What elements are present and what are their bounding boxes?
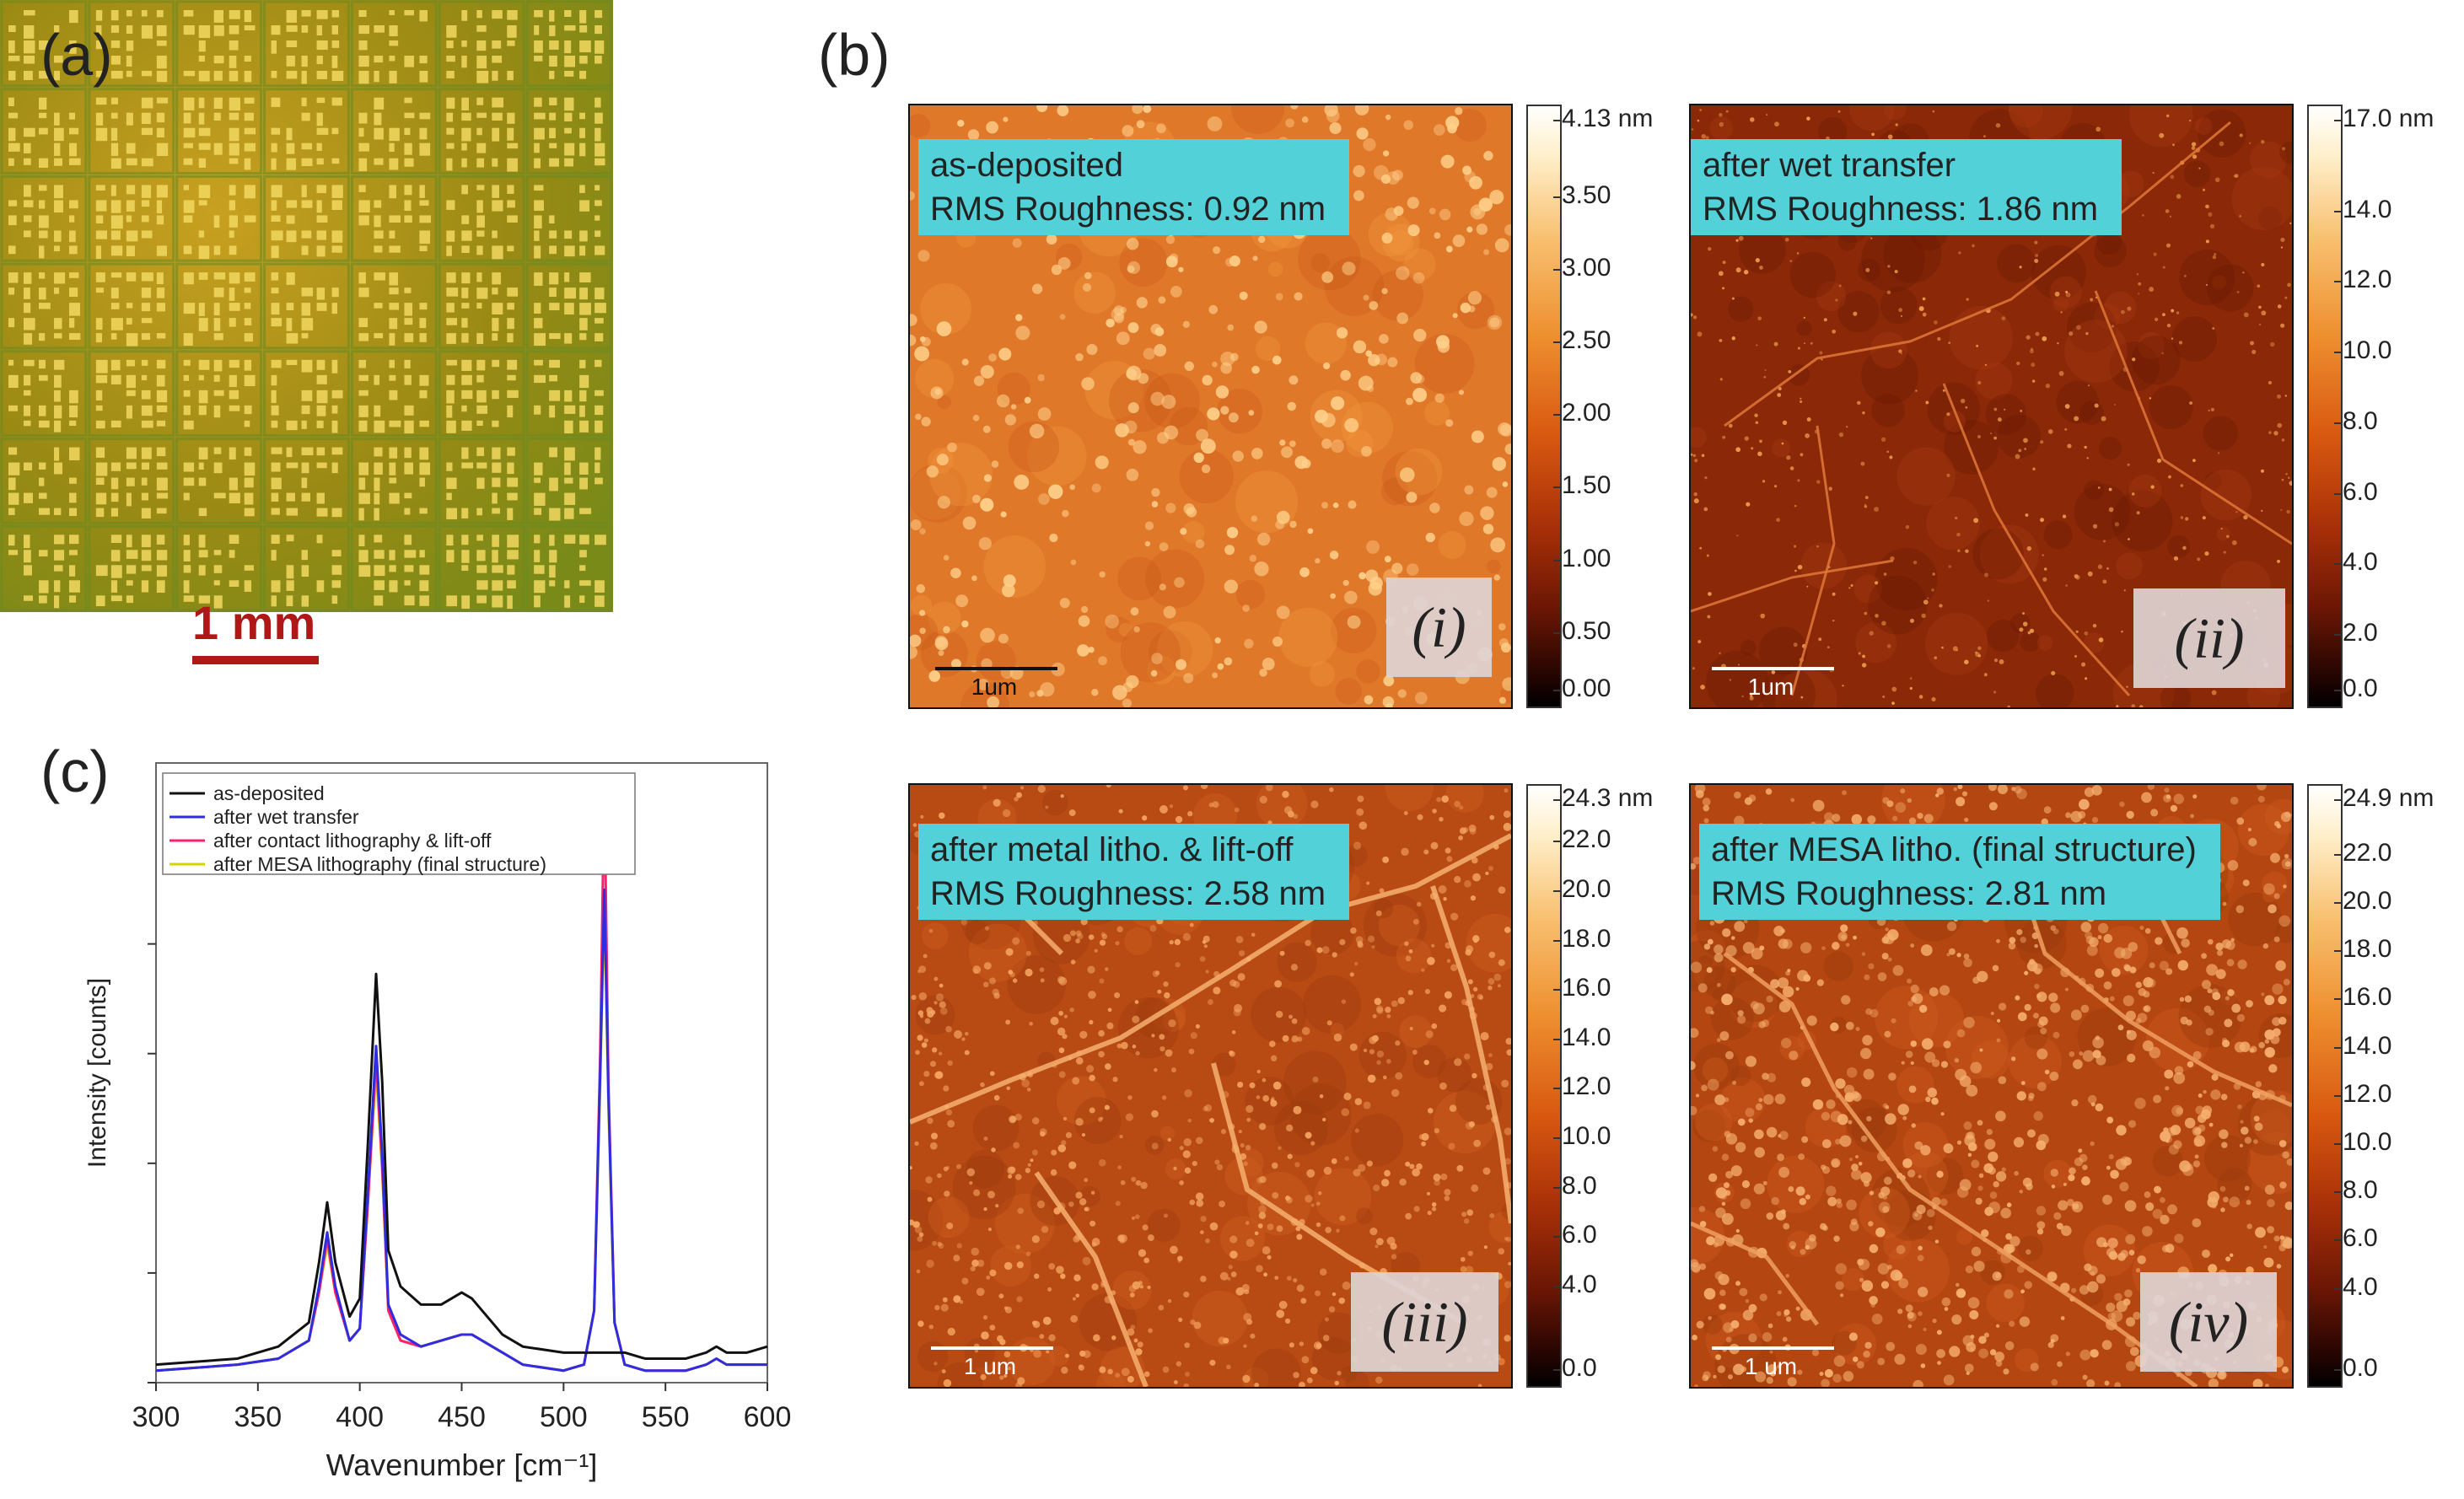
scalebar-label: 1um xyxy=(1747,674,1794,700)
panel-number-iii: (iii) xyxy=(1351,1272,1498,1372)
colorbar-tick: 6.0 xyxy=(2334,477,2378,506)
colorbar-tick: 0.0 xyxy=(1553,1354,1597,1382)
afm-image-ii: after wet transfer RMS Roughness: 1.86 n… xyxy=(1689,104,2294,709)
series-line-2 xyxy=(155,888,767,1373)
colorbar-max-label: 4.13 nm xyxy=(1552,105,1654,132)
colorbar-tick: 8.0 xyxy=(1553,1171,1597,1200)
colorbar-tick: 1.00 xyxy=(1552,544,1611,572)
rms-roughness: RMS Roughness: 2.58 nm xyxy=(930,875,1326,912)
panel-number-i: (i) xyxy=(1386,578,1492,677)
colorbar-tick: 18.0 xyxy=(1552,924,1611,953)
colorbar-tick: 2.50 xyxy=(1552,326,1611,354)
colorbar-tick: 12.0 xyxy=(1552,1072,1611,1101)
plot-frame xyxy=(155,762,768,1383)
sample-name: after metal litho. & lift-off xyxy=(930,831,1294,868)
colorbar-max-label: 24.9 nm xyxy=(2333,784,2434,812)
x-tick-label: 550 xyxy=(642,1401,690,1433)
legend-box xyxy=(162,772,636,875)
sample-name: after MESA litho. (final structure) xyxy=(1711,831,2197,868)
colorbar-tick: 20.0 xyxy=(2333,887,2392,916)
colorbar-tick: 14.0 xyxy=(2333,1031,2392,1060)
series-line-1 xyxy=(155,972,768,1367)
micrograph-image xyxy=(0,0,613,612)
rms-roughness: RMS Roughness: 0.92 nm xyxy=(930,191,1326,228)
colorbar-max-label: 17.0 nm xyxy=(2333,105,2434,132)
rms-roughness: RMS Roughness: 1.86 nm xyxy=(1703,191,2099,228)
series-line-4 xyxy=(155,900,767,1373)
colorbar-iv xyxy=(2307,784,2343,1388)
afm-image-iii: after metal litho. & lift-off RMS Roughn… xyxy=(908,783,1513,1389)
panel-label-c: (c) xyxy=(40,739,110,804)
colorbar-max-label: 24.3 nm xyxy=(1552,784,1654,812)
y-axis-label: Intensity [counts] xyxy=(83,978,111,1168)
x-tick-label: 400 xyxy=(336,1401,384,1433)
colorbar-tick: 3.00 xyxy=(1552,253,1611,282)
x-tick-label: 300 xyxy=(132,1401,180,1433)
x-tick-label: 600 xyxy=(744,1401,792,1433)
colorbar-tick: 2.00 xyxy=(1552,399,1611,427)
colorbar-tick: 4.0 xyxy=(2334,1272,2378,1301)
x-tick-label: 450 xyxy=(438,1401,486,1433)
colorbar-tick: 0.0 xyxy=(2334,674,2378,702)
colorbar-tick: 0.00 xyxy=(1552,674,1611,702)
colorbar-tick: 12.0 xyxy=(2333,1079,2392,1108)
colorbar-tick: 10.0 xyxy=(2333,1128,2392,1157)
colorbar-tick: 20.0 xyxy=(1552,874,1611,903)
colorbar-tick: 2.0 xyxy=(2334,619,2378,647)
colorbar-tick: 0.50 xyxy=(1552,616,1611,645)
colorbar-tick: 14.0 xyxy=(1552,1023,1611,1051)
colorbar-tick: 4.0 xyxy=(2334,548,2378,577)
colorbar-tick: 4.0 xyxy=(1553,1270,1597,1298)
colorbar-tick: 14.0 xyxy=(2333,195,2392,223)
colorbar-tick: 0.0 xyxy=(2334,1354,2378,1382)
legend-entry: as-deposited xyxy=(213,782,325,804)
x-tick-label: 350 xyxy=(234,1401,282,1433)
optical-micrograph xyxy=(0,0,613,612)
panel-number-iv: (iv) xyxy=(2140,1272,2277,1372)
colorbar-ii xyxy=(2307,105,2343,708)
afm-label-i: as-deposited RMS Roughness: 0.92 nm xyxy=(918,139,1350,235)
afm-label-iv: after MESA litho. (final structure) RMS … xyxy=(1699,824,2220,920)
colorbar-tick: 16.0 xyxy=(2333,983,2392,1012)
panel-label-b: (b) xyxy=(818,22,890,88)
colorbar-i xyxy=(1526,105,1562,708)
colorbar-iii xyxy=(1526,784,1562,1388)
colorbar-tick: 8.0 xyxy=(2334,1176,2378,1205)
sample-name: after wet transfer xyxy=(1703,147,1956,184)
colorbar-tick: 18.0 xyxy=(2333,935,2392,964)
scalebar-label: 1 um xyxy=(1744,1353,1798,1379)
colorbar-tick: 1.50 xyxy=(1552,471,1611,500)
colorbar-tick: 22.0 xyxy=(2333,838,2392,867)
colorbar-tick: 3.50 xyxy=(1552,180,1611,209)
panel-number-ii: (ii) xyxy=(2133,588,2285,688)
legend-entry: after contact lithography & lift-off xyxy=(213,830,492,852)
colorbar-tick: 10.0 xyxy=(2333,336,2392,365)
x-tick-label: 500 xyxy=(540,1401,588,1433)
micrograph-scalebar-label: 1 mm xyxy=(192,596,316,649)
colorbar-tick: 12.0 xyxy=(2333,266,2392,294)
colorbar-tick: 16.0 xyxy=(1552,974,1611,1002)
rms-roughness: RMS Roughness: 2.81 nm xyxy=(1711,875,2107,912)
x-axis-label: Wavenumber [cm⁻¹] xyxy=(326,1448,598,1482)
series-line-3 xyxy=(155,780,767,1373)
colorbar-tick: 22.0 xyxy=(1552,825,1611,854)
colorbar-tick: 10.0 xyxy=(1552,1121,1611,1150)
colorbar-tick: 6.0 xyxy=(1553,1221,1597,1249)
scalebar-label: 1um xyxy=(971,674,1018,700)
afm-label-ii: after wet transfer RMS Roughness: 1.86 n… xyxy=(1691,139,2122,235)
legend-entry: after MESA lithography (final structure) xyxy=(213,853,546,875)
colorbar-tick: 6.0 xyxy=(2334,1224,2378,1253)
legend-entry: after wet transfer xyxy=(213,806,359,828)
afm-label-iii: after metal litho. & lift-off RMS Roughn… xyxy=(918,824,1350,920)
sample-name: as-deposited xyxy=(930,147,1124,184)
panel-label-a: (a) xyxy=(40,22,113,88)
afm-image-iv: after MESA litho. (final structure) RMS … xyxy=(1689,783,2294,1389)
micrograph-scalebar xyxy=(192,656,319,664)
colorbar-tick: 8.0 xyxy=(2334,406,2378,435)
scalebar-label: 1 um xyxy=(963,1353,1017,1379)
afm-image-i: as-deposited RMS Roughness: 0.92 nm (i) … xyxy=(908,104,1513,709)
